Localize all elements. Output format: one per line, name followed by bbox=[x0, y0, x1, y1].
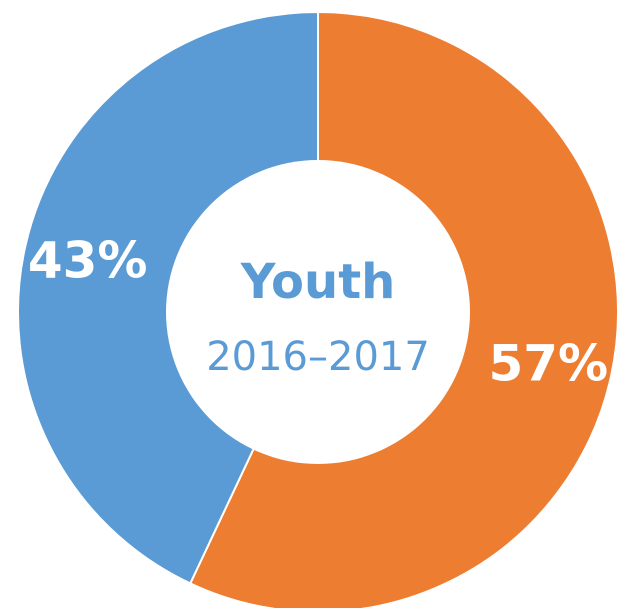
slice-label-57: 57% bbox=[488, 334, 608, 392]
center-subtitle: 2016–2017 bbox=[206, 334, 430, 380]
donut-hole bbox=[166, 160, 470, 464]
slice-label-43: 43% bbox=[28, 232, 148, 290]
slice-labels: 57% 43% bbox=[28, 232, 608, 393]
center-title: Youth bbox=[240, 254, 396, 310]
